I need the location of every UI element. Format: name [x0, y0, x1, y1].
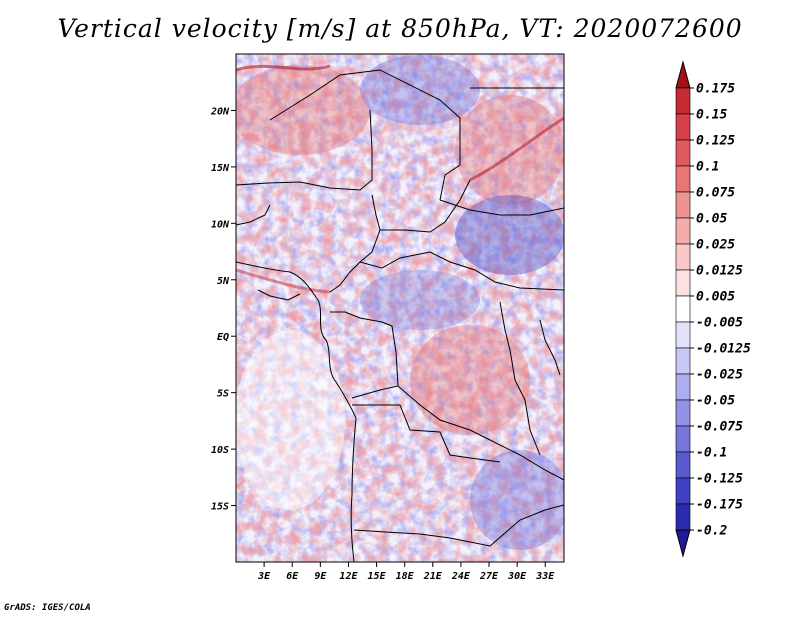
colorbar-label: -0.1: [696, 446, 727, 461]
colorbar-label: 0.125: [696, 134, 735, 149]
colorbar-segment: [675, 191, 691, 219]
lat-tick-label: 10S: [211, 445, 229, 456]
colorbar-segment: [675, 477, 691, 505]
lon-tick-label: 3E: [257, 571, 271, 582]
colorbar-label: 0.175: [696, 82, 735, 97]
colorbar-segment: [675, 113, 691, 141]
colorbar-segment: [675, 87, 691, 115]
colorbar-segment: [675, 451, 691, 479]
colorbar-label: -0.05: [696, 394, 735, 409]
lon-tick-label: 33E: [535, 571, 555, 582]
lat-tick-label: EQ: [217, 332, 229, 343]
colorbar-segment: [675, 243, 691, 271]
colorbar-label: 0.075: [696, 186, 735, 201]
longitude-axis: 3E 6E 9E 12E 15E 18E 21E 24E 27E 30E 33E: [257, 562, 555, 582]
colorbar-label: 0.05: [696, 212, 727, 227]
lon-tick-label: 21E: [423, 571, 443, 582]
map-frame: [235, 53, 565, 563]
colorbar-segment: [675, 139, 691, 167]
lon-tick-label: 27E: [479, 571, 499, 582]
map-title: Vertical velocity [m/s] at 850hPa, VT: 2…: [57, 14, 743, 43]
colorbar: 0.175 0.15 0.125 0.1 0.075 0.05 0.025 0.0125 0.0…: [675, 60, 751, 558]
colorbar-segment: [675, 425, 691, 453]
colorbar-segment: [675, 503, 691, 531]
colorbar-segment: [675, 165, 691, 193]
colorbar-segment: [675, 399, 691, 427]
colorbar-segment: [675, 373, 691, 401]
colorbar-label: 0.005: [696, 290, 735, 305]
colorbar-segment: [675, 295, 691, 323]
colorbar-label: -0.2: [696, 524, 727, 539]
lon-tick-label: 24E: [451, 571, 471, 582]
colorbar-label: 0.0125: [696, 264, 743, 279]
colorbar-segment: [675, 321, 691, 349]
lat-tick-label: 15N: [211, 163, 230, 174]
lon-tick-label: 12E: [339, 571, 358, 582]
colorbar-bottom-arrow: [675, 529, 691, 558]
country-borders: [236, 69, 564, 562]
lat-tick-label: 20N: [210, 106, 230, 117]
latitude-axis: 20N 15N 10N 5N EQ 5S 10S 15S: [210, 106, 236, 513]
lat-tick-label: 5N: [217, 276, 230, 287]
colorbar-label: -0.025: [696, 368, 743, 383]
colorbar-label: 0.1: [696, 160, 719, 175]
colorbar-segment: [675, 347, 691, 375]
lon-tick-label: 6E: [286, 571, 299, 582]
colorbar-label: 0.025: [696, 238, 735, 253]
colorbar-segment: [675, 269, 691, 297]
lon-tick-label: 18E: [396, 571, 415, 582]
colorbar-top-arrow: [675, 60, 691, 89]
lon-tick-label: 30E: [507, 571, 527, 582]
lon-tick-label: 9E: [314, 571, 327, 582]
lat-tick-label: 5S: [217, 389, 229, 400]
colorbar-label: -0.125: [696, 472, 743, 487]
lat-tick-label: 15S: [211, 502, 229, 513]
vertical-velocity-field: [236, 54, 564, 562]
lon-tick-label: 15E: [368, 571, 387, 582]
colorbar-label: -0.175: [696, 498, 743, 513]
colorbar-label: 0.15: [696, 108, 727, 123]
colorbar-segment: [675, 217, 691, 245]
colorbar-label: -0.075: [696, 420, 743, 435]
lat-tick-label: 10N: [211, 219, 230, 230]
grads-credit: GrADS: IGES/COLA: [4, 603, 91, 613]
colorbar-label: -0.005: [696, 316, 743, 331]
colorbar-label: -0.0125: [696, 342, 751, 357]
